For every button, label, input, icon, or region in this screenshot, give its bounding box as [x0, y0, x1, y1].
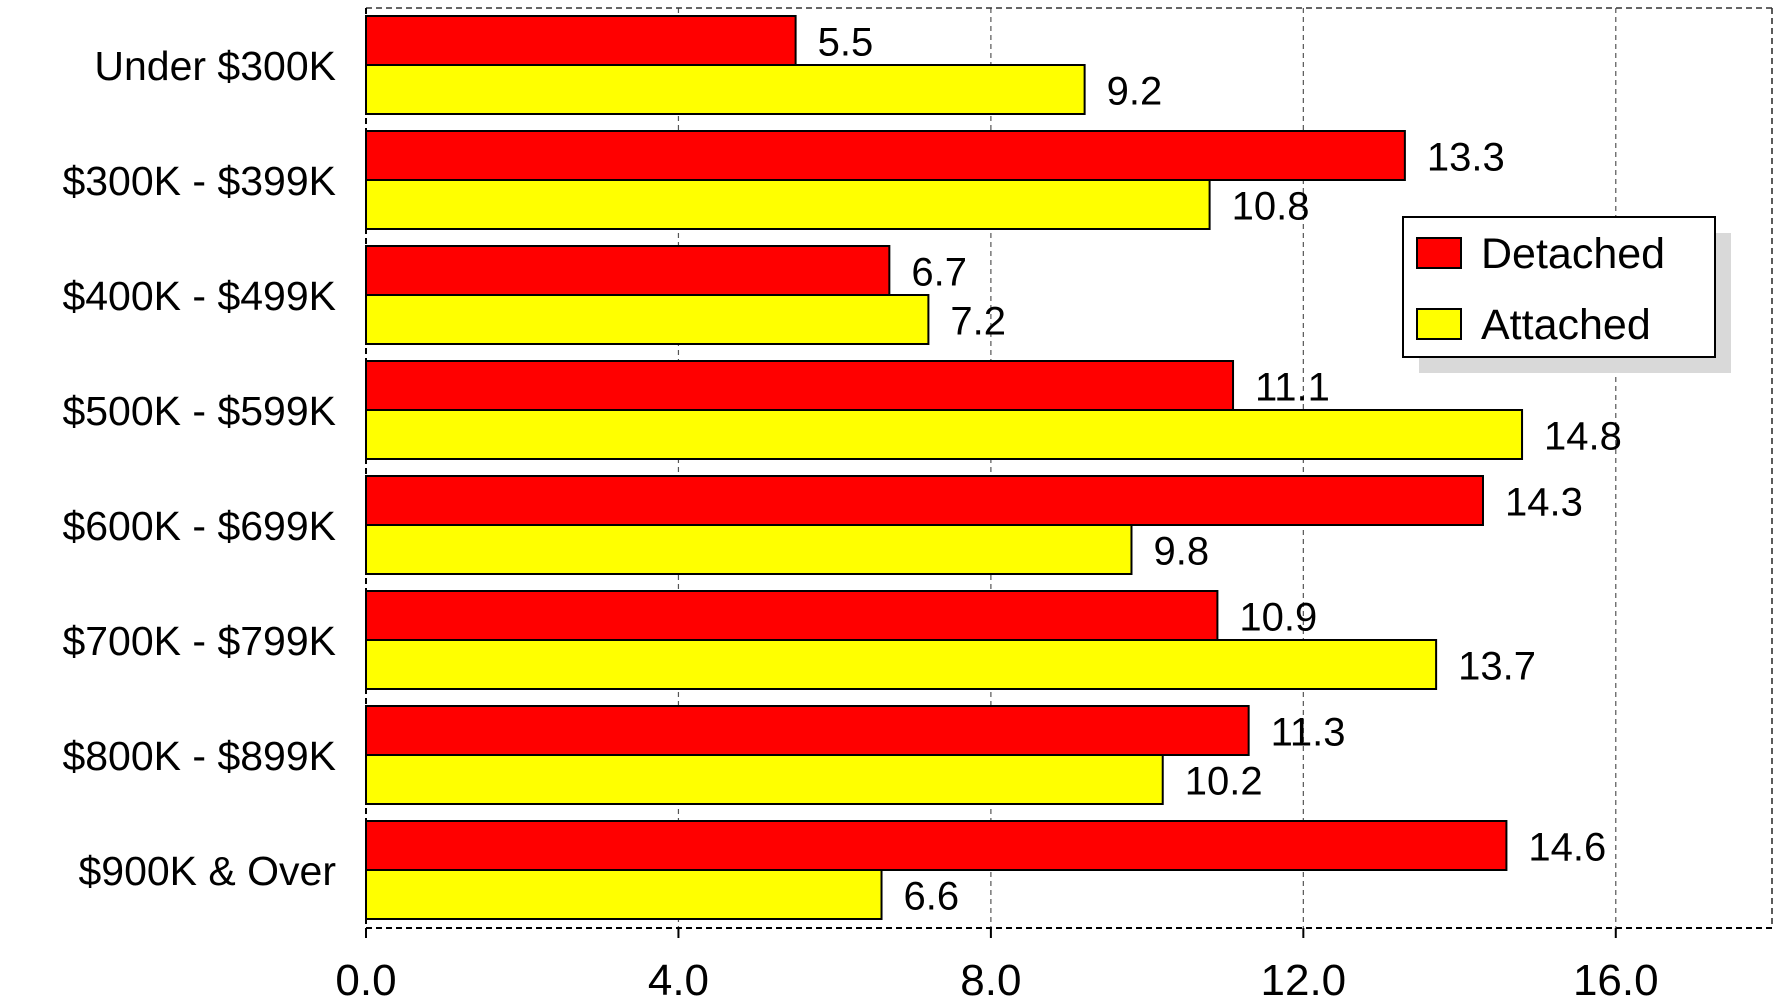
- category-label: $300K - $399K: [62, 158, 336, 204]
- data-label: 9.8: [1153, 530, 1209, 574]
- legend-label-attached: Attached: [1481, 301, 1651, 349]
- x-tick-label: 16.0: [1573, 956, 1659, 1002]
- bar-attached: [365, 524, 1133, 575]
- legend-label-detached: Detached: [1481, 230, 1665, 278]
- bar-attached: [365, 64, 1086, 115]
- bar-detached: [365, 360, 1235, 411]
- data-label: 5.5: [818, 21, 874, 65]
- data-label: 14.3: [1505, 481, 1583, 525]
- data-label: 9.2: [1107, 70, 1163, 114]
- data-label: 13.7: [1458, 645, 1536, 689]
- category-label: $600K - $699K: [62, 503, 336, 549]
- x-tick-label: 0.0: [335, 956, 396, 1002]
- bar-attached: [365, 179, 1211, 230]
- data-label: 10.8: [1232, 185, 1310, 229]
- bar-attached: [365, 639, 1438, 690]
- bar-detached: [365, 475, 1484, 526]
- bar-detached: [365, 130, 1406, 181]
- bar-attached: [365, 409, 1524, 460]
- data-label: 6.6: [904, 875, 960, 919]
- category-label: $900K & Over: [78, 848, 336, 894]
- category-label: $800K - $899K: [62, 733, 336, 779]
- category-label: $400K - $499K: [62, 273, 336, 319]
- bar-detached: [365, 590, 1219, 641]
- data-label: 11.3: [1271, 711, 1346, 755]
- data-label: 14.8: [1544, 415, 1622, 459]
- data-label: 13.3: [1427, 136, 1505, 180]
- x-tick-label: 12.0: [1261, 956, 1347, 1002]
- x-tick-label: 8.0: [960, 956, 1021, 1002]
- data-label: 6.7: [911, 251, 967, 295]
- data-label: 7.2: [950, 300, 1006, 344]
- legend-swatch-detached: [1416, 237, 1462, 269]
- bar-detached: [365, 705, 1250, 756]
- legend-swatch-attached: [1416, 308, 1462, 340]
- bar-detached: [365, 820, 1508, 871]
- x-tick-label: 4.0: [648, 956, 709, 1002]
- data-label: 14.6: [1528, 826, 1606, 870]
- category-label: $500K - $599K: [62, 388, 336, 434]
- data-label: 10.2: [1185, 760, 1263, 804]
- bar-attached: [365, 754, 1164, 805]
- bar-detached: [365, 15, 797, 66]
- bar-attached: [365, 869, 883, 920]
- bar-attached: [365, 294, 930, 345]
- data-label: 11.1: [1255, 366, 1330, 410]
- category-label: $700K - $799K: [62, 618, 336, 664]
- bar-detached: [365, 245, 891, 296]
- category-label: Under $300K: [94, 43, 336, 89]
- data-label: 10.9: [1239, 596, 1317, 640]
